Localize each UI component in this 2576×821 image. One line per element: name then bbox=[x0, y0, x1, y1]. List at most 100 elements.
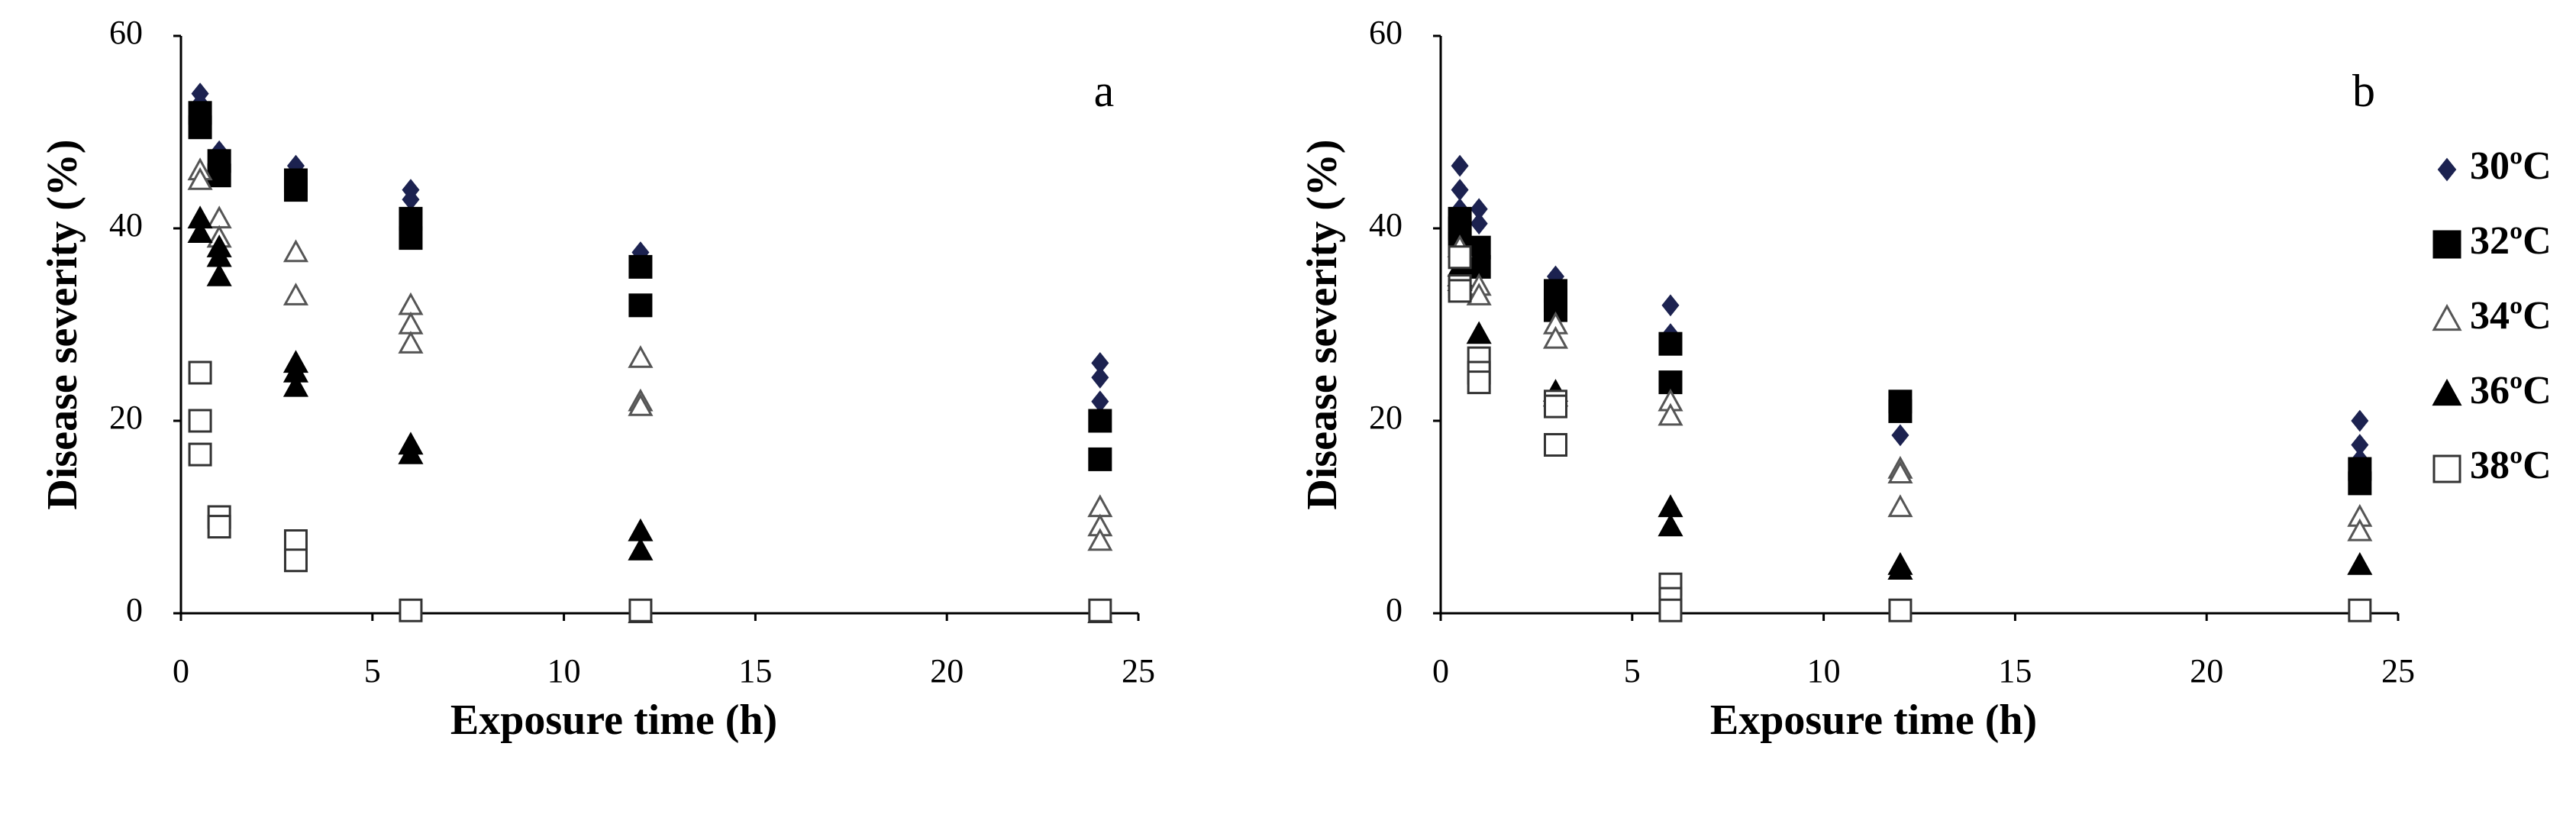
y-tick-label: 0 bbox=[126, 591, 143, 629]
data-point bbox=[628, 393, 654, 416]
data-point bbox=[207, 515, 231, 539]
data-point bbox=[282, 239, 309, 263]
data-point bbox=[1658, 513, 1683, 537]
y-tick-label: 20 bbox=[1369, 399, 1403, 436]
legend-label: 38ºC bbox=[2470, 444, 2552, 487]
data-point bbox=[206, 205, 232, 229]
data-point bbox=[2347, 518, 2373, 541]
legend-marker bbox=[2432, 378, 2462, 406]
x-tick-label: 20 bbox=[930, 652, 964, 690]
legend-marker bbox=[2432, 303, 2462, 331]
x-tick-label: 0 bbox=[1432, 652, 1449, 690]
data-point bbox=[206, 263, 232, 286]
x-tick-label: 5 bbox=[1624, 652, 1641, 690]
data-point bbox=[2348, 471, 2372, 496]
legend-label: 34ºC bbox=[2470, 294, 2552, 338]
x-tick-label: 0 bbox=[173, 652, 189, 690]
data-point bbox=[188, 409, 212, 433]
x-tick-label: 10 bbox=[1807, 652, 1841, 690]
data-point bbox=[283, 548, 308, 573]
data-point bbox=[1543, 394, 1567, 419]
panel-label: b bbox=[2352, 66, 2375, 116]
data-point bbox=[1888, 598, 1913, 622]
data-point bbox=[1087, 494, 1113, 518]
panel-label: a bbox=[1094, 66, 1115, 116]
data-point bbox=[628, 538, 654, 561]
data-point bbox=[282, 283, 309, 305]
data-point bbox=[2351, 409, 2369, 432]
y-axis-label: Disease severity (%) bbox=[1299, 139, 1346, 509]
data-point bbox=[398, 441, 424, 464]
y-tick-label: 20 bbox=[109, 399, 143, 436]
data-point bbox=[1466, 283, 1492, 305]
x-tick-label: 15 bbox=[738, 652, 772, 690]
data-point bbox=[1448, 279, 1472, 303]
data-point bbox=[628, 598, 653, 622]
data-point bbox=[1467, 370, 1491, 395]
data-point bbox=[1658, 331, 1683, 356]
y-tick-label: 40 bbox=[109, 206, 143, 244]
data-point bbox=[1470, 212, 1488, 235]
legend-marker bbox=[2432, 454, 2461, 483]
data-point bbox=[399, 226, 423, 251]
legend-label: 32ºC bbox=[2470, 219, 2552, 263]
data-point bbox=[1088, 598, 1112, 622]
x-axis-label: Exposure time (h) bbox=[450, 697, 777, 744]
legend-label: 30ºC bbox=[2470, 144, 2552, 188]
data-point bbox=[188, 442, 212, 467]
data-point bbox=[1451, 179, 1469, 202]
data-point bbox=[628, 293, 653, 318]
data-point bbox=[399, 598, 423, 622]
data-point bbox=[1543, 433, 1567, 457]
data-point bbox=[1661, 294, 1680, 317]
data-point bbox=[399, 206, 423, 231]
data-point bbox=[1451, 154, 1469, 177]
data-point bbox=[1448, 245, 1472, 270]
x-tick-label: 10 bbox=[547, 652, 581, 690]
y-tick-label: 0 bbox=[1386, 591, 1403, 629]
x-tick-label: 15 bbox=[1998, 652, 2032, 690]
data-point bbox=[1891, 424, 1909, 447]
y-axis-label: Disease severity (%) bbox=[39, 139, 86, 509]
x-axis-label: Exposure time (h) bbox=[1710, 697, 2037, 744]
data-point bbox=[1887, 557, 1913, 580]
x-tick-label: 5 bbox=[364, 652, 381, 690]
data-point bbox=[1088, 447, 1112, 471]
data-point bbox=[628, 345, 654, 368]
data-point bbox=[628, 254, 653, 279]
data-point bbox=[398, 311, 424, 335]
data-point bbox=[188, 115, 212, 140]
data-point bbox=[187, 166, 213, 190]
data-point bbox=[1091, 366, 1109, 389]
y-tick-label: 40 bbox=[1369, 206, 1403, 244]
data-point bbox=[1466, 321, 1492, 344]
data-point bbox=[1087, 528, 1113, 551]
legend-label: 36ºC bbox=[2470, 369, 2552, 412]
data-point bbox=[207, 163, 231, 188]
data-point bbox=[398, 292, 424, 315]
x-tick-label: 20 bbox=[2190, 652, 2223, 690]
legend-marker bbox=[2432, 230, 2461, 259]
x-tick-label: 25 bbox=[1122, 652, 1155, 690]
data-point bbox=[398, 331, 424, 354]
data-point bbox=[283, 178, 308, 202]
data-point bbox=[1887, 461, 1913, 483]
data-point bbox=[1888, 399, 1913, 423]
y-tick-label: 60 bbox=[1369, 14, 1403, 51]
legend-marker bbox=[2437, 157, 2457, 182]
data-point bbox=[2348, 598, 2372, 622]
data-point bbox=[1088, 409, 1112, 433]
x-tick-label: 25 bbox=[2381, 652, 2415, 690]
y-tick-label: 60 bbox=[109, 14, 143, 51]
data-point bbox=[1542, 325, 1569, 349]
data-point bbox=[2347, 551, 2373, 575]
data-point bbox=[628, 518, 654, 541]
data-point bbox=[1887, 494, 1913, 518]
data-point bbox=[1658, 598, 1683, 622]
data-point bbox=[282, 373, 309, 397]
data-point bbox=[1091, 390, 1109, 413]
data-point bbox=[1658, 494, 1683, 518]
data-point bbox=[187, 220, 213, 243]
data-point bbox=[1658, 402, 1683, 426]
